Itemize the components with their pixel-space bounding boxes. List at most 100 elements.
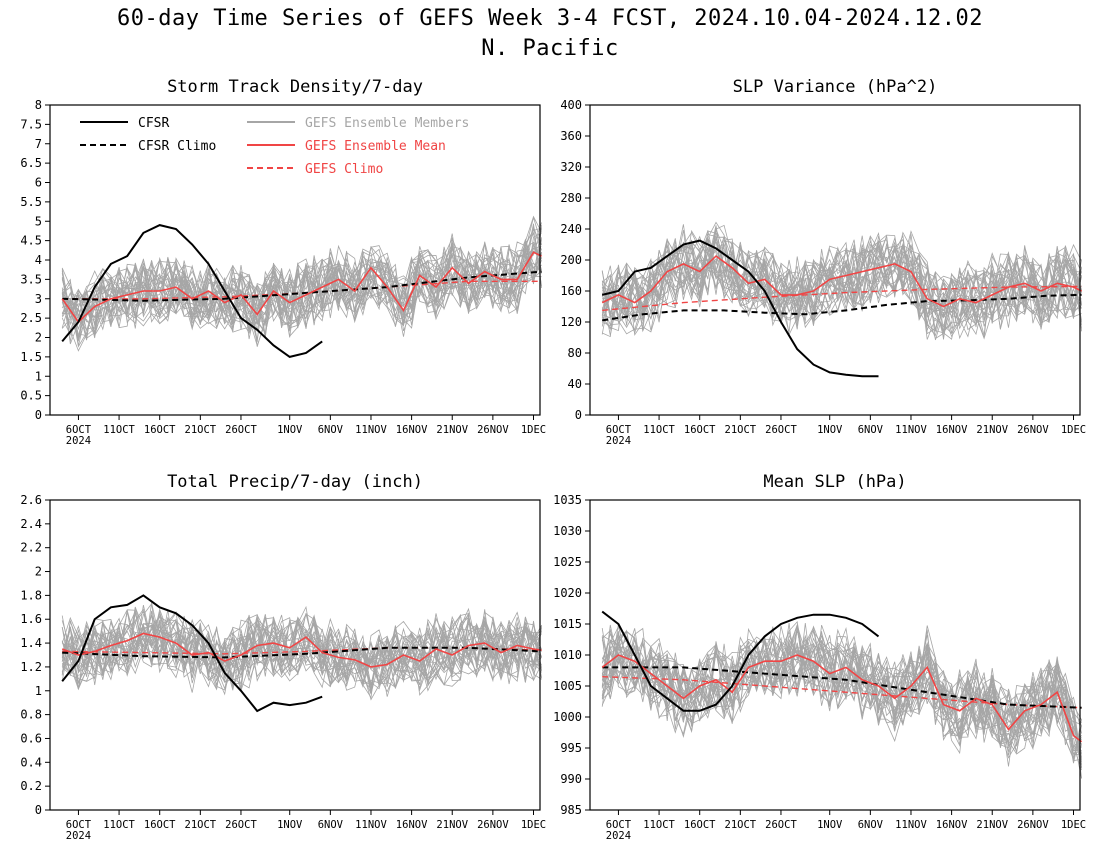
ensemble-member-line bbox=[601, 637, 1082, 758]
ensemble-member-line bbox=[61, 237, 542, 348]
panel-slp-variance: SLP Variance (hPa^2) 0 40 80 120 160 200 240 28… bbox=[560, 77, 1086, 447]
panel-total-precip: Total Precip/7-day (inch) 0 0.2 0.4 0.6 0.8 1… bbox=[20, 472, 546, 842]
x-tick-label: 26OCT bbox=[225, 819, 257, 831]
panel-title: Storm Track Density/7-day bbox=[167, 77, 423, 97]
ensemble-member-line bbox=[601, 631, 1082, 764]
x-tick-label: 6NOV bbox=[858, 819, 884, 831]
x-tick-label: 11OCT bbox=[643, 819, 675, 831]
ensemble-member-line bbox=[601, 625, 1082, 748]
y-tick-label: 1000 bbox=[553, 710, 582, 724]
x-tick-label: 26NOV bbox=[1017, 819, 1049, 831]
ensemble-member-line bbox=[601, 221, 1082, 340]
ensemble-member-line bbox=[602, 227, 1082, 325]
x-tick-label: 11NOV bbox=[895, 819, 927, 831]
legend-label-gefs-climo: GEFS Climo bbox=[305, 162, 383, 177]
ensemble-member-line bbox=[601, 230, 1082, 331]
y-tick-label: 40 bbox=[568, 377, 582, 391]
ensemble-member-line bbox=[602, 235, 1082, 340]
panel-storm-track-density: Storm Track Density/7-day 0 0.5 1 1.5 2 2.5 3 3… bbox=[20, 77, 546, 447]
y-tick-label: 1035 bbox=[553, 493, 582, 507]
legend-label-members: GEFS Ensemble Members bbox=[305, 116, 469, 131]
y-tick-label: 2.4 bbox=[20, 517, 42, 531]
ensemble-member-line bbox=[601, 626, 1082, 763]
y-tick-label: 0.4 bbox=[20, 755, 42, 769]
ensemble-member-line bbox=[602, 243, 1082, 340]
series-gefs-ensemble-mean bbox=[601, 255, 1082, 308]
x-tick-label: 6OCT bbox=[606, 424, 632, 436]
ensemble-member-line bbox=[61, 224, 542, 343]
x-tick-label: 21NOV bbox=[976, 424, 1008, 436]
y-tick-label: 1020 bbox=[553, 586, 582, 600]
x-tick-label: 6OCT bbox=[66, 819, 92, 831]
y-tick-label: 400 bbox=[560, 98, 582, 112]
x-tick-label: 16OCT bbox=[144, 819, 176, 831]
panel-title: Total Precip/7-day (inch) bbox=[167, 472, 423, 492]
series-gefs-ensemble-mean bbox=[601, 654, 1083, 743]
y-tick-label: 0.6 bbox=[20, 731, 42, 745]
y-tick-label: 7 bbox=[35, 137, 42, 151]
ensemble-member-line bbox=[61, 607, 542, 691]
x-tick-label: 11NOV bbox=[355, 819, 387, 831]
y-tick-label: 1.6 bbox=[20, 612, 42, 626]
legend: CFSR CFSR Climo GEFS Ensemble Members GE… bbox=[80, 116, 469, 177]
x-tick-label: 16OCT bbox=[144, 424, 176, 436]
y-tick-label: 6 bbox=[35, 176, 42, 190]
ensemble-member-line bbox=[61, 605, 542, 689]
y-tick-label: 0.2 bbox=[20, 779, 42, 793]
x-tick-label: 11OCT bbox=[103, 819, 135, 831]
ensemble-members bbox=[61, 602, 542, 701]
x-tick-label: 6OCT bbox=[606, 819, 632, 831]
ensemble-member-line bbox=[602, 238, 1082, 336]
y-tick-label: 160 bbox=[560, 284, 582, 298]
y-tick-label: 990 bbox=[560, 772, 582, 786]
series-gefs-climo bbox=[62, 647, 542, 655]
y-tick-label: 4.5 bbox=[20, 234, 42, 248]
y-tick-label: 1 bbox=[35, 369, 42, 383]
x-tick-label: 26OCT bbox=[225, 424, 257, 436]
y-tick-label: 1010 bbox=[553, 648, 582, 662]
ensemble-member-line bbox=[601, 629, 1082, 751]
legend-label-cfsr-climo: CFSR Climo bbox=[138, 139, 216, 154]
ensemble-member-line bbox=[61, 215, 542, 331]
y-tick-label: 3 bbox=[35, 292, 42, 306]
y-tick-label: 0 bbox=[35, 408, 42, 422]
x-tick-label: 26NOV bbox=[477, 424, 509, 436]
x-tick-label: 1NOV bbox=[277, 819, 303, 831]
ensemble-member-line bbox=[601, 634, 1082, 746]
y-tick-label: 2 bbox=[35, 565, 42, 579]
x-tick-label: 11NOV bbox=[355, 424, 387, 436]
x-tick-label: 1DEC bbox=[1061, 819, 1086, 831]
legend-label-ens-mean: GEFS Ensemble Mean bbox=[305, 139, 446, 154]
panel-title: SLP Variance (hPa^2) bbox=[733, 77, 938, 97]
y-tick-label: 0 bbox=[35, 803, 42, 817]
x-tick-label: 6NOV bbox=[318, 819, 344, 831]
ensemble-member-line bbox=[602, 230, 1082, 333]
y-tick-label: 1.2 bbox=[20, 660, 42, 674]
y-tick-label: 120 bbox=[560, 315, 582, 329]
x-tick-label: 26NOV bbox=[1017, 424, 1049, 436]
y-tick-label: 985 bbox=[560, 803, 582, 817]
y-tick-label: 3.5 bbox=[20, 272, 42, 286]
x-tick-label: 11OCT bbox=[103, 424, 135, 436]
y-tick-label: 1025 bbox=[553, 555, 582, 569]
x-year-label: 2024 bbox=[606, 435, 631, 447]
x-tick-label: 6NOV bbox=[318, 424, 344, 436]
y-tick-label: 240 bbox=[560, 222, 582, 236]
x-tick-label: 1NOV bbox=[277, 424, 303, 436]
x-tick-label: 16NOV bbox=[396, 424, 428, 436]
plot-frame bbox=[49, 499, 541, 811]
x-tick-label: 21NOV bbox=[976, 819, 1008, 831]
y-tick-label: 1.8 bbox=[20, 588, 42, 602]
series-cfsr-climo bbox=[602, 293, 1082, 322]
x-tick-label: 1DEC bbox=[521, 819, 546, 831]
y-tick-label: 200 bbox=[560, 253, 582, 267]
x-tick-label: 21OCT bbox=[725, 819, 757, 831]
x-tick-label: 11NOV bbox=[895, 424, 927, 436]
series-cfsr-climo bbox=[62, 646, 542, 659]
y-tick-label: 5 bbox=[35, 214, 42, 228]
series-gefs-ensemble-mean bbox=[61, 632, 542, 668]
panel-mean-slp: Mean SLP (hPa) 985 990 995 1000 1005 1010 1015… bbox=[553, 472, 1086, 842]
y-tick-label: 80 bbox=[568, 346, 582, 360]
x-year-label: 2024 bbox=[66, 435, 91, 447]
